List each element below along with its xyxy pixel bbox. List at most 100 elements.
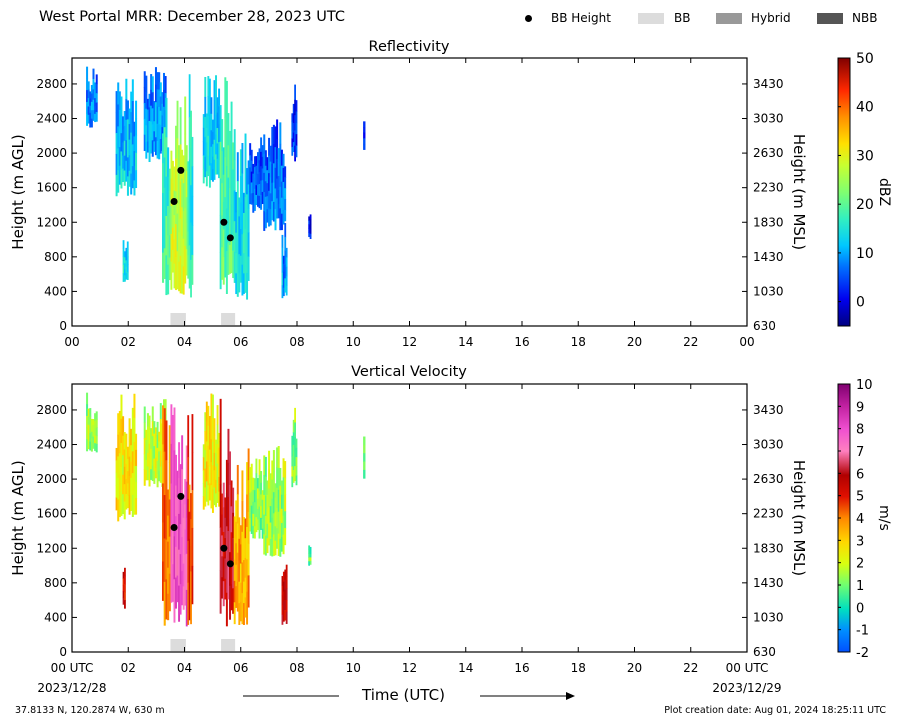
echo-cell <box>94 113 97 123</box>
echo-cell <box>284 199 287 211</box>
echo-cell <box>295 122 298 135</box>
echo-cell <box>162 522 165 562</box>
echo-cell <box>176 251 179 290</box>
echo-cell <box>218 159 221 179</box>
echo-cell <box>215 493 217 508</box>
echo-cell <box>213 452 216 471</box>
echo-cell <box>241 203 244 235</box>
echo-cell <box>173 493 176 537</box>
echo-cell <box>363 453 366 462</box>
echo-cell <box>205 401 208 422</box>
echo-cell <box>266 538 269 554</box>
echo-cell <box>167 489 170 516</box>
echo-cell <box>176 175 179 214</box>
echo-cell <box>241 143 244 174</box>
echo-cell <box>269 489 272 507</box>
echo-cell <box>281 576 284 587</box>
echo-cell <box>244 228 247 262</box>
echo-cell <box>171 564 174 602</box>
echo-cell <box>255 156 258 167</box>
echo-cell <box>92 110 95 121</box>
echo-cell <box>191 254 194 285</box>
echo-cell <box>260 137 263 153</box>
echo-cell <box>271 460 274 480</box>
echo-cell <box>153 433 156 447</box>
echo-cell <box>257 152 259 164</box>
legend-label-bb: BB <box>674 11 691 25</box>
echo-cell <box>363 143 366 150</box>
echo-cell <box>261 156 264 169</box>
echo-cell <box>279 122 282 145</box>
echo-cell <box>276 139 279 160</box>
echo-cell <box>173 450 176 494</box>
echo-cell <box>219 570 222 614</box>
echo-cell <box>146 453 149 467</box>
echo-cell <box>163 89 166 108</box>
echo-cell <box>255 502 258 518</box>
echo-cell <box>309 550 312 555</box>
echo-cell <box>246 559 249 593</box>
echo-cell <box>89 416 92 426</box>
echo-cell <box>184 96 187 135</box>
echo-cell <box>255 194 258 206</box>
echo-cell <box>122 494 125 515</box>
echo-cell <box>233 559 236 582</box>
echo-cell <box>239 202 242 230</box>
echo-cell <box>126 483 129 496</box>
echo-cell <box>171 205 174 229</box>
echo-cell <box>125 478 128 495</box>
echo-cell <box>117 104 120 127</box>
echo-cell <box>89 424 92 434</box>
echo-cell <box>122 597 125 605</box>
echo-cell <box>261 490 264 501</box>
echo-cell <box>308 561 311 566</box>
echo-cell <box>208 449 211 467</box>
y2-tick-label: 1830 <box>753 215 784 229</box>
echo-cell <box>215 466 217 481</box>
echo-cell <box>215 479 217 494</box>
echo-cell <box>124 592 126 601</box>
echo-cell <box>162 252 165 283</box>
echo-cell <box>247 160 250 185</box>
echo-cell <box>249 179 252 192</box>
echo-cell <box>122 248 125 258</box>
echo-cell <box>232 142 235 170</box>
echo-cell <box>92 89 95 101</box>
vertical-velocity-y2-ticks: 630 1030 1430 1830 2230 2630 3030 3430 <box>742 403 784 659</box>
y-tick-label: 1200 <box>36 215 67 229</box>
echo-cell <box>165 215 168 256</box>
echo-cell <box>130 91 133 113</box>
echo-cell <box>184 171 187 209</box>
echo-cell <box>123 111 126 127</box>
echo-cell <box>146 426 149 441</box>
echo-cell <box>163 408 166 453</box>
echo-cell <box>143 87 146 104</box>
echo-cell <box>89 98 92 107</box>
echo-cell <box>182 563 185 587</box>
echo-cell <box>243 233 245 254</box>
echo-cell <box>279 521 282 540</box>
echo-cell <box>274 540 277 556</box>
echo-cell <box>188 484 191 513</box>
echo-cell <box>173 263 176 289</box>
echo-cell <box>168 462 171 500</box>
echo-cell <box>208 466 211 484</box>
echo-cell <box>282 167 285 183</box>
echo-cell <box>211 119 214 133</box>
echo-cell <box>294 115 296 131</box>
echo-cell <box>146 109 149 121</box>
echo-cell <box>133 441 136 467</box>
echo-cell <box>173 166 176 192</box>
echo-cell <box>263 192 266 212</box>
echo-cell <box>188 538 191 567</box>
echo-cell <box>243 560 245 582</box>
echo-cell <box>162 561 165 601</box>
echo-cell <box>187 457 190 500</box>
echo-cell <box>154 102 157 121</box>
echo-cell <box>179 464 182 495</box>
echo-cell <box>122 155 125 169</box>
echo-cell <box>162 222 165 253</box>
echo-cell <box>229 585 231 620</box>
y2-tick-label: 1030 <box>753 284 784 298</box>
echo-cell <box>261 145 264 158</box>
